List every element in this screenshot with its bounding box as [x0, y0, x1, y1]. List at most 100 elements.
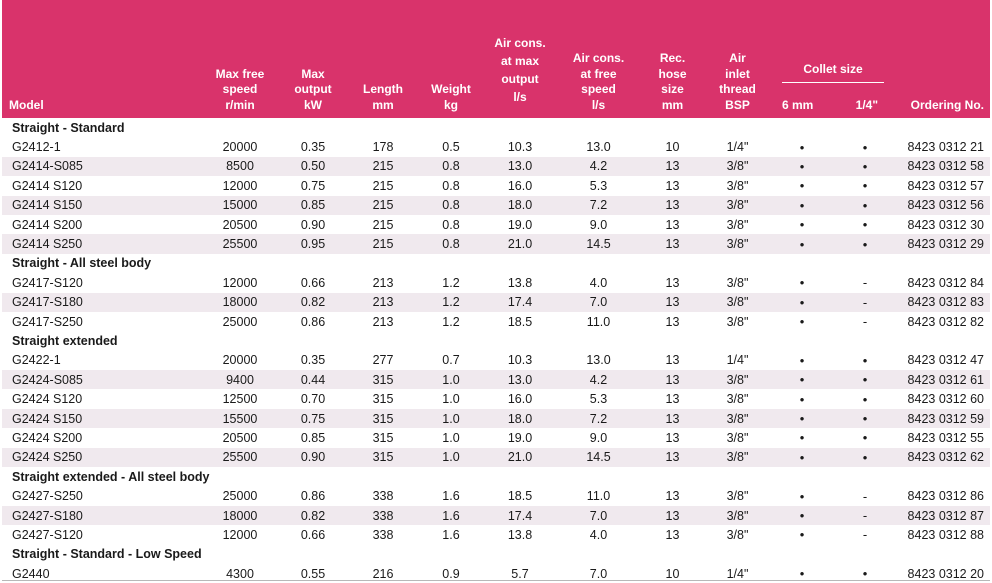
cell-inlet: 3/8" — [705, 370, 770, 390]
cell-inlet: 3/8" — [705, 195, 770, 215]
cell-aircons-free: 7.0 — [557, 505, 640, 526]
cell-length: 215 — [347, 156, 419, 177]
cell-aircons-output: 10.3 — [483, 350, 557, 371]
cell-weight: 1.6 — [419, 505, 483, 526]
col-header-inlet-line: BSP — [725, 97, 750, 112]
cell-collet-6mm: • — [770, 292, 834, 312]
cell-hose: 10 — [640, 137, 705, 157]
table-row: G2414 S250 25500 0.95 215 0.8 21.0 14.5 13 3/8" •… — [2, 234, 991, 254]
cell-collet-quarter: • — [834, 137, 897, 157]
col-header-ordering: Ordering No. — [896, 0, 991, 118]
group-header-row: Straight extended — [2, 331, 991, 351]
cell-aircons-free: 13.0 — [557, 137, 640, 157]
table-row: G2427-S120 12000 0.66 338 1.6 13.8 4.0 13 3/8" • -… — [2, 525, 991, 545]
cell-aircons-free: 4.2 — [557, 156, 640, 177]
collet-size-title: Collet size — [803, 62, 863, 76]
cell-speed: 25500 — [201, 234, 279, 254]
cell-collet-6mm: • — [770, 234, 834, 254]
cell-collet-6mm: • — [770, 273, 834, 293]
cell-collet-quarter: • — [834, 156, 897, 177]
col-header-output-line: kW — [304, 97, 322, 112]
cell-hose: 13 — [640, 176, 705, 196]
cell-model: G2414-S085 — [2, 156, 201, 177]
col-header-length-line: Length — [363, 82, 403, 96]
cell-length: 215 — [347, 176, 419, 196]
col-header-inlet-line: Air — [729, 51, 746, 65]
cell-weight: 1.2 — [419, 311, 483, 332]
cell-ordering: 8423 0312 62 — [896, 447, 991, 468]
cell-ordering: 8423 0312 60 — [896, 389, 991, 409]
cell-weight: 0.9 — [419, 563, 483, 583]
cell-collet-6mm: • — [770, 563, 834, 583]
cell-aircons-free: 5.3 — [557, 389, 640, 409]
cell-ordering: 8423 0312 59 — [896, 408, 991, 429]
col-header-output-line: output — [294, 82, 332, 96]
cell-model: G2424-S085 — [2, 370, 201, 390]
cell-inlet: 1/4" — [705, 350, 770, 371]
cell-length: 178 — [347, 137, 419, 157]
cell-output: 0.90 — [279, 447, 347, 468]
cell-aircons-output: 19.0 — [483, 214, 557, 235]
cell-collet-quarter: • — [834, 234, 897, 254]
cell-ordering: 8423 0312 47 — [896, 350, 991, 371]
cell-aircons-output: 13.8 — [483, 273, 557, 293]
cell-model: G2427-S120 — [2, 525, 201, 545]
cell-length: 338 — [347, 486, 419, 506]
cell-speed: 15000 — [201, 195, 279, 215]
col-header-hose-line: size — [661, 82, 684, 96]
cell-inlet: 3/8" — [705, 525, 770, 545]
cell-speed: 12000 — [201, 176, 279, 196]
cell-aircons-output: 21.0 — [483, 447, 557, 468]
table-row: G2414 S120 12000 0.75 215 0.8 16.0 5.3 13 3/8" • •… — [2, 176, 991, 196]
cell-length: 338 — [347, 525, 419, 545]
col-header-collet-quarter: 1/4" — [855, 97, 879, 112]
cell-ordering: 8423 0312 29 — [896, 234, 991, 254]
col-header-aircons-output-line: output — [501, 72, 539, 86]
cell-model: G2424 S150 — [2, 408, 201, 429]
cell-speed: 18000 — [201, 292, 279, 312]
cell-model: G2424 S120 — [2, 389, 201, 409]
col-header-speed-line: Max free — [215, 66, 265, 81]
cell-output: 0.44 — [279, 370, 347, 390]
cell-collet-quarter: - — [834, 292, 897, 312]
cell-weight: 1.0 — [419, 389, 483, 409]
cell-collet-6mm: • — [770, 311, 834, 332]
cell-collet-6mm: • — [770, 389, 834, 409]
cell-hose: 13 — [640, 350, 705, 371]
cell-hose: 13 — [640, 292, 705, 312]
cell-weight: 1.2 — [419, 273, 483, 293]
cell-length: 315 — [347, 428, 419, 448]
cell-speed: 4300 — [201, 563, 279, 583]
cell-output: 0.66 — [279, 273, 347, 293]
cell-collet-quarter: • — [834, 370, 897, 390]
cell-speed: 20000 — [201, 350, 279, 371]
cell-collet-quarter: - — [834, 311, 897, 332]
cell-speed: 25500 — [201, 447, 279, 468]
cell-speed: 18000 — [201, 505, 279, 526]
cell-ordering: 8423 0312 88 — [896, 525, 991, 545]
col-header-inlet-line: inlet — [725, 66, 750, 81]
col-header-speed-line: speed — [222, 82, 258, 96]
cell-aircons-output: 17.4 — [483, 292, 557, 312]
table-row: G2424-S085 9400 0.44 315 1.0 13.0 4.2 13 3/8" • • 8… — [2, 370, 991, 390]
cell-ordering: 8423 0312 82 — [896, 311, 991, 332]
cell-ordering: 8423 0312 30 — [896, 214, 991, 235]
col-header-collet-6mm: 6 mm — [782, 97, 814, 112]
group-title: Straight - Standard - Low Speed — [2, 544, 991, 564]
group-header-row: Straight - Standard - Low Speed — [2, 544, 991, 564]
table-row: G2417-S180 18000 0.82 213 1.2 17.4 7.0 13 3/8" • -… — [2, 292, 991, 312]
cell-ordering: 8423 0312 58 — [896, 156, 991, 177]
cell-collet-quarter: • — [834, 350, 897, 371]
cell-collet-6mm: • — [770, 214, 834, 235]
cell-hose: 13 — [640, 525, 705, 545]
cell-inlet: 3/8" — [705, 214, 770, 235]
cell-weight: 0.8 — [419, 176, 483, 196]
cell-model: G2417-S250 — [2, 311, 201, 332]
group-title: Straight - Standard — [2, 118, 991, 138]
group-header-row: Straight - All steel body — [2, 253, 991, 274]
cell-aircons-free: 4.2 — [557, 370, 640, 390]
cell-hose: 13 — [640, 370, 705, 390]
cell-aircons-output: 18.0 — [483, 408, 557, 429]
cell-length: 315 — [347, 389, 419, 409]
